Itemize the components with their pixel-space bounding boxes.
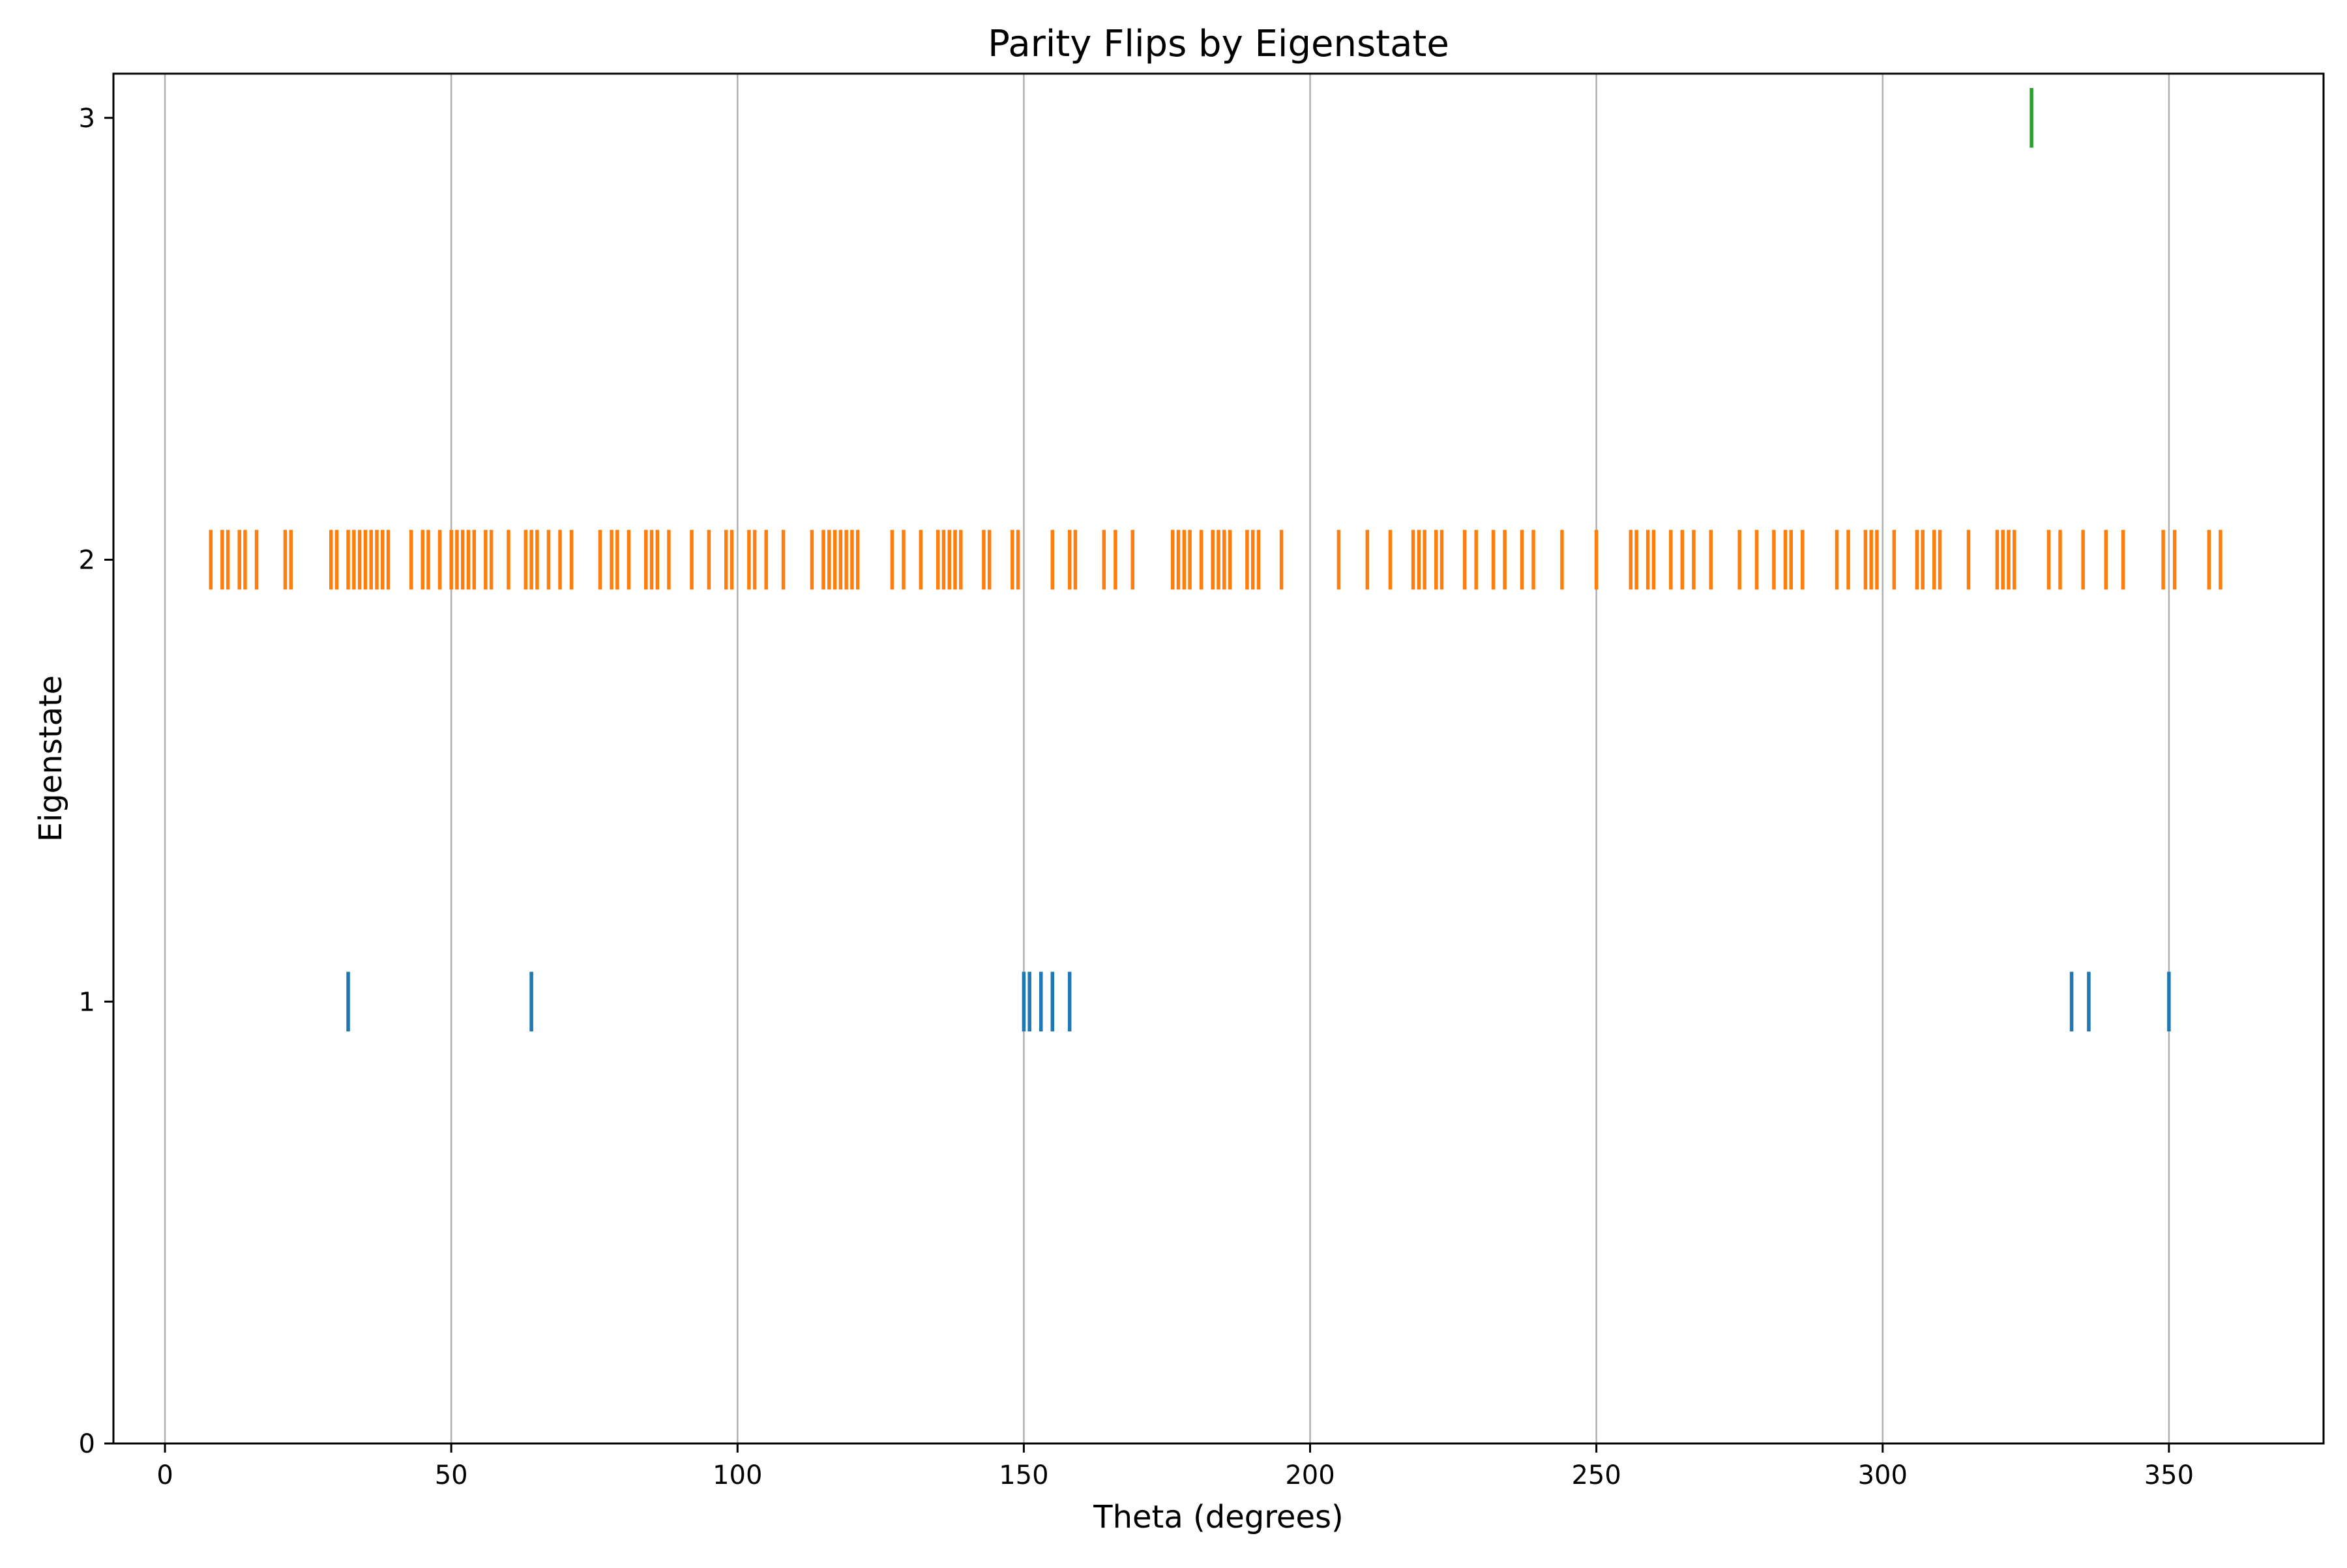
plot-frame <box>112 72 2325 1445</box>
y-tick-label: 1 <box>79 987 95 1017</box>
x-tick-label: 300 <box>1858 1460 1908 1490</box>
x-tick-label: 150 <box>999 1460 1048 1490</box>
eigenstate-1-series <box>346 971 2171 1032</box>
y-tick-label: 0 <box>79 1429 95 1459</box>
gridlines <box>164 74 2170 1443</box>
y-tick-label: 2 <box>79 546 95 576</box>
event-marks <box>209 88 2222 1032</box>
x-tick-label: 0 <box>156 1460 173 1490</box>
x-tick-label: 100 <box>713 1460 762 1490</box>
y-axis-label: Eigenstate <box>33 675 69 842</box>
chart-title: Parity Flips by Eigenstate <box>988 23 1449 65</box>
x-tick-label: 350 <box>2144 1460 2194 1490</box>
axis-ticks: 0 50 100 150 200 250 300 350 0 1 2 3 <box>79 104 2194 1490</box>
y-tick-label: 3 <box>79 104 95 134</box>
eigenstate-2-series <box>209 529 2222 590</box>
x-axis-label: Theta (degrees) <box>1093 1499 1343 1535</box>
x-tick-label: 50 <box>435 1460 468 1490</box>
x-tick-label: 200 <box>1285 1460 1335 1490</box>
x-tick-label: 250 <box>1571 1460 1621 1490</box>
